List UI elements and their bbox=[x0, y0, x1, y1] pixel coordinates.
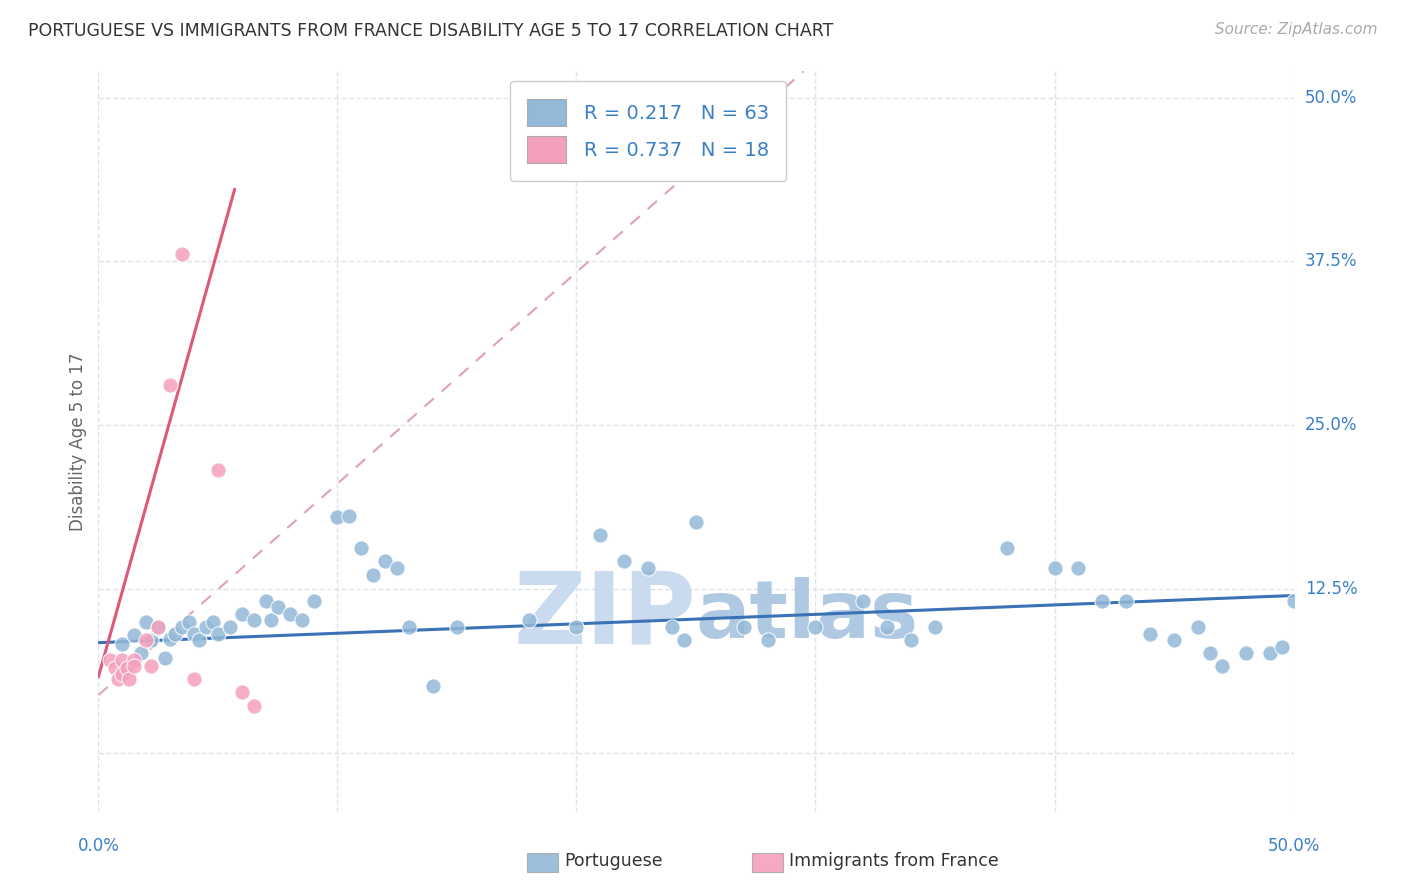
Point bbox=[1115, 593, 1137, 607]
Point bbox=[1187, 620, 1209, 634]
Point bbox=[1091, 593, 1114, 607]
Point bbox=[139, 659, 162, 673]
Point bbox=[852, 593, 875, 607]
Legend: R = 0.217   N = 63, R = 0.737   N = 18: R = 0.217 N = 63, R = 0.737 N = 18 bbox=[510, 81, 786, 181]
Point bbox=[124, 659, 146, 673]
Text: 37.5%: 37.5% bbox=[1305, 252, 1357, 270]
Point bbox=[219, 620, 242, 634]
Point bbox=[1067, 561, 1090, 575]
Point bbox=[163, 626, 186, 640]
Point bbox=[183, 626, 205, 640]
Text: 0.0%: 0.0% bbox=[77, 837, 120, 855]
Point bbox=[254, 593, 277, 607]
Point bbox=[124, 628, 146, 642]
Point bbox=[118, 673, 141, 687]
Point bbox=[995, 541, 1018, 556]
Point bbox=[111, 637, 134, 651]
Text: 50.0%: 50.0% bbox=[1267, 837, 1320, 855]
Point bbox=[111, 653, 134, 667]
Text: 50.0%: 50.0% bbox=[1305, 88, 1357, 106]
Point bbox=[685, 515, 707, 529]
Point bbox=[363, 567, 385, 582]
Point bbox=[673, 633, 696, 648]
Point bbox=[446, 620, 468, 634]
Point bbox=[231, 685, 253, 699]
Point bbox=[1271, 640, 1294, 654]
Point bbox=[179, 615, 201, 629]
Text: ZIP: ZIP bbox=[513, 567, 696, 664]
Point bbox=[278, 607, 301, 621]
Point bbox=[148, 621, 170, 635]
Point bbox=[231, 607, 253, 621]
Point bbox=[661, 620, 683, 634]
Point bbox=[207, 626, 229, 640]
Point bbox=[637, 561, 659, 575]
Point bbox=[107, 673, 129, 687]
Point bbox=[135, 633, 157, 648]
Point bbox=[135, 615, 157, 629]
Point bbox=[374, 554, 396, 568]
Point bbox=[159, 377, 181, 392]
Point bbox=[259, 614, 281, 628]
Point bbox=[565, 620, 588, 634]
Point bbox=[422, 679, 444, 693]
Point bbox=[243, 698, 266, 713]
Point bbox=[900, 633, 922, 648]
Point bbox=[337, 508, 360, 523]
Point bbox=[876, 620, 898, 634]
Point bbox=[290, 614, 312, 628]
Text: PORTUGUESE VS IMMIGRANTS FROM FRANCE DISABILITY AGE 5 TO 17 CORRELATION CHART: PORTUGUESE VS IMMIGRANTS FROM FRANCE DIS… bbox=[28, 22, 834, 40]
Point bbox=[243, 614, 266, 628]
Point bbox=[398, 620, 420, 634]
Point bbox=[139, 633, 162, 648]
Point bbox=[613, 554, 636, 568]
Point bbox=[1258, 646, 1281, 660]
Point bbox=[1139, 626, 1161, 640]
Point bbox=[148, 620, 170, 634]
Point bbox=[1163, 633, 1185, 648]
Point bbox=[172, 620, 194, 634]
Point bbox=[589, 528, 612, 542]
Point bbox=[302, 593, 325, 607]
Point bbox=[159, 632, 181, 646]
Point bbox=[1198, 646, 1220, 660]
Point bbox=[194, 620, 217, 634]
Point bbox=[1234, 646, 1257, 660]
Point bbox=[350, 541, 373, 556]
Point bbox=[124, 653, 146, 667]
Point bbox=[756, 633, 779, 648]
Text: Source: ZipAtlas.com: Source: ZipAtlas.com bbox=[1215, 22, 1378, 37]
Point bbox=[326, 509, 349, 524]
Point bbox=[187, 633, 209, 648]
Point bbox=[104, 660, 127, 674]
Y-axis label: Disability Age 5 to 17: Disability Age 5 to 17 bbox=[69, 352, 87, 531]
Point bbox=[924, 620, 946, 634]
Text: atlas: atlas bbox=[696, 576, 920, 655]
Point bbox=[1211, 659, 1233, 673]
Text: Immigrants from France: Immigrants from France bbox=[789, 852, 998, 870]
Point bbox=[183, 673, 205, 687]
Point bbox=[115, 660, 138, 674]
Point bbox=[1043, 561, 1066, 575]
Point bbox=[172, 246, 194, 260]
Point bbox=[98, 653, 122, 667]
Point bbox=[111, 667, 134, 681]
Point bbox=[267, 600, 290, 615]
Point bbox=[1282, 593, 1305, 607]
Point bbox=[131, 646, 153, 660]
Text: 25.0%: 25.0% bbox=[1305, 417, 1357, 434]
Point bbox=[804, 620, 827, 634]
Point bbox=[155, 651, 177, 665]
Point bbox=[733, 620, 755, 634]
Text: Portuguese: Portuguese bbox=[564, 852, 662, 870]
Text: 12.5%: 12.5% bbox=[1305, 580, 1357, 598]
Point bbox=[207, 463, 229, 477]
Point bbox=[385, 561, 409, 575]
Point bbox=[202, 615, 225, 629]
Point bbox=[517, 614, 540, 628]
